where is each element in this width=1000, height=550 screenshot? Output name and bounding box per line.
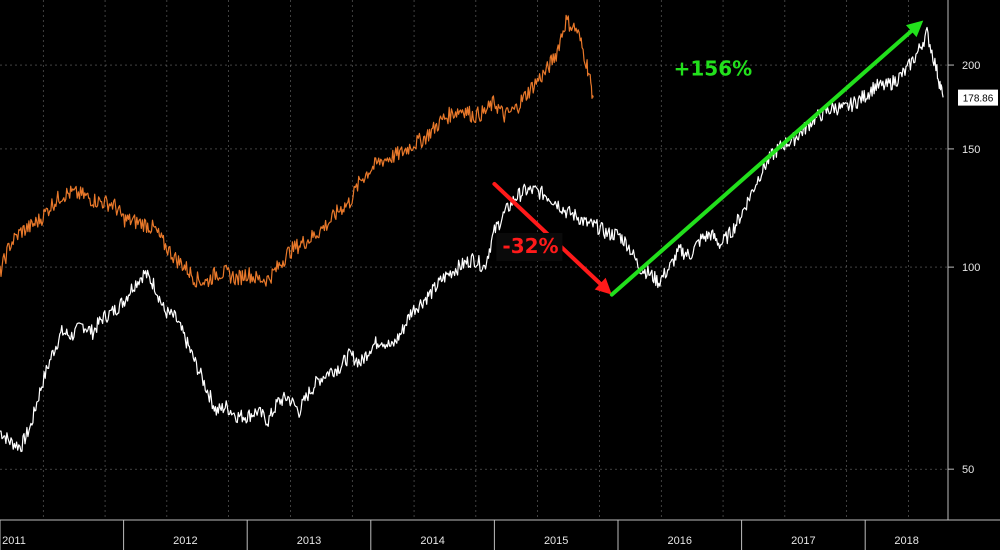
grid-lines	[0, 0, 948, 520]
x-tick-label: 2015	[544, 535, 568, 547]
series-layer	[0, 14, 944, 453]
y-tick-label: 50	[962, 464, 974, 476]
x-tick-label: 2016	[668, 535, 692, 547]
white-series-line	[0, 26, 944, 453]
up-arrow-shaft	[609, 29, 914, 297]
y-tick-label: 100	[962, 262, 980, 274]
last-value-label: 178.86	[963, 94, 994, 105]
x-tick-label: 2018	[894, 535, 918, 547]
last-value-box	[958, 89, 998, 106]
x-tick-label: 2013	[297, 535, 321, 547]
y-tick-label: 200	[962, 60, 980, 72]
x-tick-label: 2012	[173, 535, 197, 547]
down-percent-label: -32%	[502, 234, 558, 258]
x-tick-label: 2014	[420, 535, 444, 547]
x-tick-label: 2017	[791, 535, 815, 547]
up-arrow-head	[905, 20, 924, 38]
up-percent-label: +156%	[674, 56, 753, 80]
orange-series-line	[0, 14, 594, 288]
down-arrow-head	[594, 277, 612, 295]
last-value-label-group: 178.86	[958, 89, 998, 106]
x-tick-label: 2011	[2, 535, 26, 547]
annotations-layer: -32% +156%	[492, 20, 924, 297]
y-tick-label: 150	[962, 144, 980, 156]
down-label-background	[496, 232, 563, 261]
